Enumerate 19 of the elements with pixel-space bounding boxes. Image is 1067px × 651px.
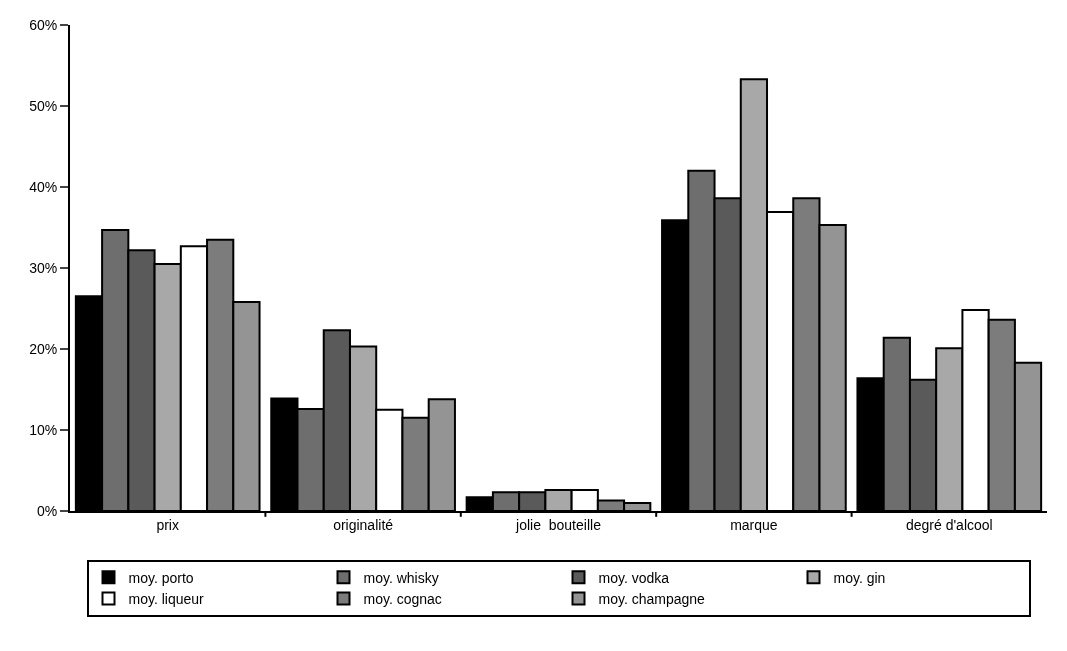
y-tick-label: 50%	[29, 97, 58, 114]
legend-label: moy. gin	[833, 569, 886, 586]
x-tick-label: jolie bouteille	[515, 516, 602, 533]
y-tick-label: 60%	[29, 16, 58, 33]
legend-label: moy. porto	[128, 569, 194, 586]
legend-label: moy. liqueur	[128, 590, 205, 607]
x-tick-label: degré d'alcool	[905, 516, 993, 533]
legend-label: moy. cognac	[363, 590, 442, 607]
y-tick-label: 10%	[29, 421, 58, 438]
legend-label: moy. vodka	[598, 569, 670, 586]
y-tick-label: 20%	[29, 340, 58, 357]
y-tick-label: 40%	[29, 178, 58, 195]
y-tick-label: 30%	[29, 259, 58, 276]
y-tick-label: 0%	[36, 502, 58, 519]
legend-label: moy. whisky	[363, 569, 439, 586]
legend-label: moy. champagne	[598, 590, 706, 607]
x-tick-label: prix	[156, 516, 179, 533]
x-tick-label: marque	[730, 516, 778, 533]
x-tick-label: originalité	[333, 516, 394, 533]
